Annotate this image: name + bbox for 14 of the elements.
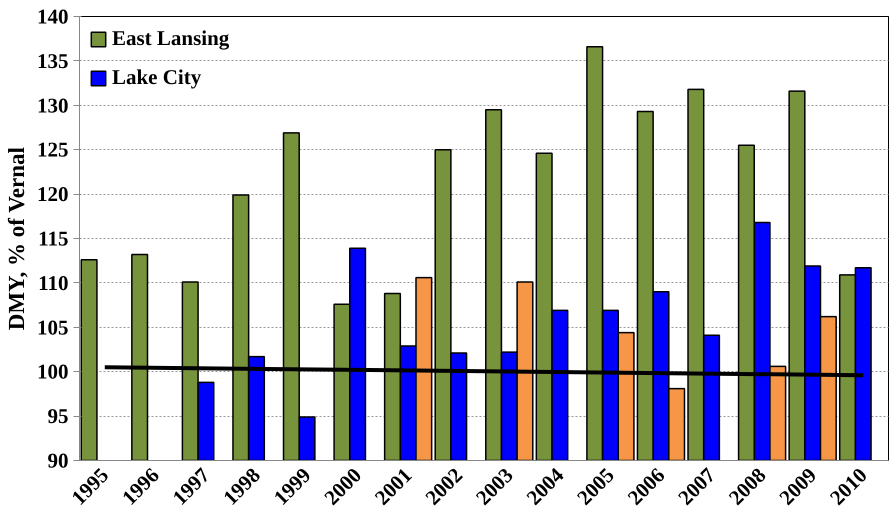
y-tick-label: 115 [38,226,68,250]
y-axis-title: DMY, % of Vernal [4,147,29,330]
y-tick-label: 95 [48,404,68,428]
y-tick-label: 140 [37,4,68,28]
y-tick-label: 125 [37,138,68,162]
legend-label: East Lansing [112,26,230,51]
y-tick-label: 90 [48,448,68,472]
y-tick-label: 105 [37,315,68,340]
legend-label: Lake City [112,65,202,90]
y-tick-label: 135 [37,48,68,73]
y-tick-label: 110 [38,270,68,295]
y-tick-label: 100 [37,360,68,384]
y-tick-label: 130 [37,93,68,118]
y-tick-label: 120 [37,182,68,206]
